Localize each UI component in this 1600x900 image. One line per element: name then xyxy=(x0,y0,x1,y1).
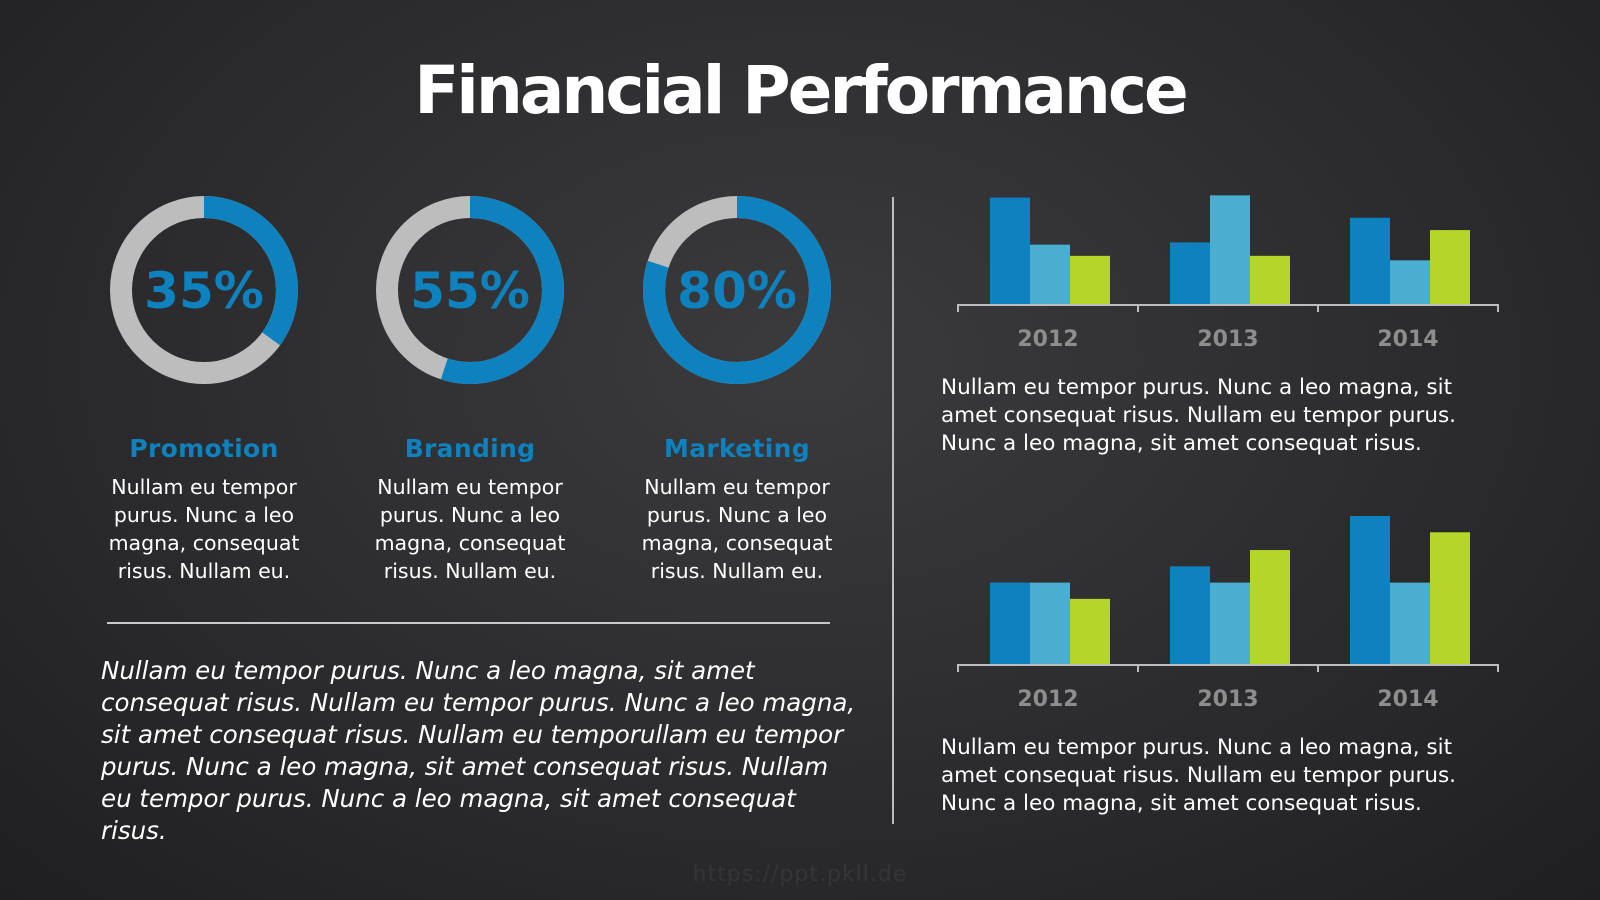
bar-2014-series-1 xyxy=(1350,516,1390,664)
bar-2014-series-1 xyxy=(1350,217,1390,304)
bar-2013-series-2 xyxy=(1210,582,1250,664)
bar-chart-bottom: 2012 2013 2014 xyxy=(957,516,1499,712)
donut-chart: 80% xyxy=(643,196,831,384)
bar-2014-series-3 xyxy=(1430,532,1470,664)
column-text: Nullam eu tempor purus. Nunc a leo magna… xyxy=(374,475,566,583)
donut-value-arc xyxy=(110,196,298,384)
donut-percent-label: 35% xyxy=(144,262,264,320)
bar-2012-series-3 xyxy=(1070,255,1110,304)
column-heading: Promotion xyxy=(129,434,279,463)
bar-2012-series-1 xyxy=(990,582,1030,664)
x-tick-label: 2012 xyxy=(1017,687,1078,712)
chart-description-bottom: Nullam eu tempor purus. Nunc a leo magna… xyxy=(941,735,1457,816)
bar-2013-series-1 xyxy=(1170,566,1210,664)
bar-2014-series-2 xyxy=(1390,582,1430,664)
x-tick-label: 2013 xyxy=(1197,327,1258,352)
bar-2013-series-1 xyxy=(1170,242,1210,304)
bar-2012-series-3 xyxy=(1070,598,1110,664)
donut-branding: 55% Branding Nullam eu tempor purus. Nun… xyxy=(350,190,590,585)
donut-promotion: 35% Promotion Nullam eu tempor purus. Nu… xyxy=(84,190,324,585)
bar-chart-top: 2012 2013 2014 xyxy=(957,195,1499,352)
x-tick-label: 2014 xyxy=(1377,687,1438,712)
bar-2012-series-2 xyxy=(1030,582,1070,664)
horizontal-divider xyxy=(107,622,830,624)
bar-2013-series-3 xyxy=(1250,255,1290,304)
donut-percent-label: 80% xyxy=(677,262,797,320)
donut-chart: 55% xyxy=(376,196,564,384)
x-tick-label: 2012 xyxy=(1017,327,1078,352)
page-title: Financial Performance xyxy=(414,52,1189,129)
donut-marketing: 80% Marketing Nullam eu tempor purus. Nu… xyxy=(617,190,857,585)
donut-value-arc xyxy=(376,196,564,384)
vertical-divider xyxy=(892,197,894,824)
column-text: Nullam eu tempor purus. Nunc a leo magna… xyxy=(108,475,300,583)
watermark: https://ppt.pkll.de xyxy=(692,862,908,887)
column-heading: Marketing xyxy=(664,434,810,463)
donut-percent-label: 55% xyxy=(410,262,530,320)
x-tick-label: 2013 xyxy=(1197,687,1258,712)
column-heading: Branding xyxy=(404,434,536,463)
chart-description-top: Nullam eu tempor purus. Nunc a leo magna… xyxy=(941,375,1457,456)
bar-2014-series-2 xyxy=(1390,260,1430,304)
x-tick-label: 2014 xyxy=(1377,327,1438,352)
donut-chart: 35% xyxy=(110,196,298,384)
bar-2014-series-3 xyxy=(1430,230,1470,304)
summary-paragraph: Nullam eu tempor purus. Nunc a leo magna… xyxy=(101,656,856,845)
bar-2012-series-1 xyxy=(990,197,1030,304)
column-text: Nullam eu tempor purus. Nunc a leo magna… xyxy=(641,475,833,583)
donut-value-arc xyxy=(643,196,831,384)
bar-2013-series-2 xyxy=(1210,195,1250,304)
bar-2012-series-2 xyxy=(1030,244,1070,304)
bar-2013-series-3 xyxy=(1250,550,1290,664)
